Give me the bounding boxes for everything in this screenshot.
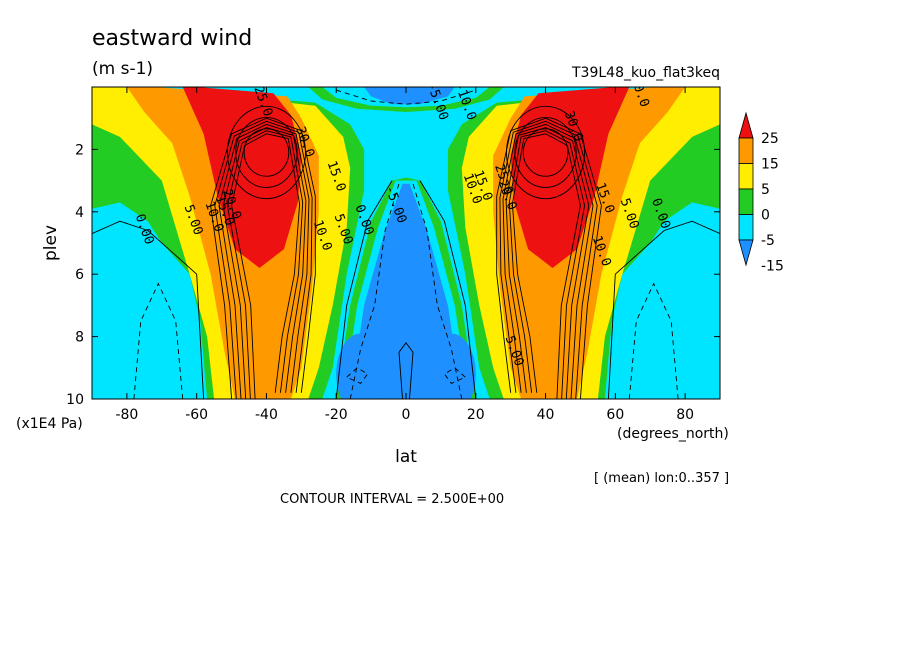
experiment-label: T39L48_kuo_flat3keq (571, 65, 720, 81)
colorbar-max-arrow (738, 111, 754, 139)
x-tick-label: -20 (325, 407, 348, 423)
jet-contour (511, 133, 581, 399)
y-tick-label: 8 (75, 330, 84, 346)
top-blue (364, 87, 455, 105)
colorbar-segment (738, 137, 754, 164)
y-tick-label: 2 (75, 142, 84, 158)
jet-core-contour (514, 117, 577, 188)
jet-core-contour (243, 128, 290, 177)
neg-contour (133, 282, 184, 399)
x-tick-label: 80 (676, 407, 694, 423)
x-axis: -80 -60 -40 -20 0 20 40 60 80 (115, 87, 694, 423)
colorbar-label: -15 (761, 259, 784, 275)
colorbar-min-arrow (738, 239, 754, 267)
x-tick-label: -40 (255, 407, 278, 423)
x-tick-label: 60 (606, 407, 624, 423)
y-unit-label: (x1E4 Pa) (16, 416, 83, 432)
colorbar-segment (738, 188, 754, 215)
jet-contour (508, 130, 586, 399)
jet-contour (214, 120, 313, 399)
colorbar-label: 15 (761, 157, 779, 173)
x-axis-label: lat (395, 447, 417, 467)
jet-core-contour (226, 105, 306, 200)
x-tick-label: 20 (467, 407, 485, 423)
band-blue-eq (350, 183, 462, 399)
plot-area: 0.00 5.0010.015.020.025.030.015.010.05.00… (92, 87, 720, 399)
jet-contour (496, 117, 602, 399)
jet-core-contour (522, 128, 569, 177)
jet-core-contour (506, 105, 586, 200)
jet-contour (502, 123, 594, 399)
colorbar-segment (738, 163, 754, 190)
low-blue-west (336, 333, 386, 399)
colorbar-label: 25 (761, 131, 779, 147)
x-tick-label: -60 (185, 407, 208, 423)
mean-note: [ (mean) lon:0..357 ] (594, 471, 729, 486)
y-tick-label: 4 (75, 205, 84, 221)
x-tick-label: 40 (537, 407, 555, 423)
y-tick-label: 6 (75, 267, 84, 283)
eq-zero-contour (335, 180, 393, 399)
jet-contour (222, 127, 307, 399)
y-tick-label: 10 (66, 392, 84, 408)
colorbar-segment (738, 214, 754, 241)
jet-contour (210, 117, 316, 399)
jet-contour (226, 130, 304, 399)
zero-contour (607, 220, 720, 399)
eq-inner-contour (398, 342, 414, 399)
jet-contour (218, 123, 310, 399)
x-unit-label: (degrees_north) (617, 426, 729, 442)
x-tick-label: 0 (402, 407, 411, 423)
y-axis-label: plev (41, 225, 61, 261)
low-contour-west (346, 367, 369, 384)
colorbar-label: 5 (761, 182, 770, 198)
y-axis: 2 4 6 8 10 (66, 142, 720, 408)
x-tick-label: -80 (115, 407, 138, 423)
low-contour-east (443, 367, 466, 384)
neg-contour (628, 282, 679, 399)
colorbar-label: 0 (761, 208, 770, 224)
jet-contour (231, 133, 301, 399)
chart-units: (m s-1) (92, 59, 153, 79)
jet-core-contour (235, 117, 298, 188)
chart-title: eastward wind (92, 26, 252, 51)
contour-interval: CONTOUR INTERVAL = 2.500E+00 (280, 492, 504, 507)
colorbar: 25 15 5 0 -5 -15 (738, 111, 784, 275)
eq-zero-contour (419, 180, 477, 399)
colorbar-label: -5 (761, 233, 775, 249)
contour-lines (92, 89, 720, 399)
top-neg-contour (336, 89, 476, 105)
low-blue-east (426, 333, 476, 399)
jet-contour (505, 127, 590, 399)
jet-contour (499, 120, 598, 399)
zero-contour (92, 220, 205, 399)
